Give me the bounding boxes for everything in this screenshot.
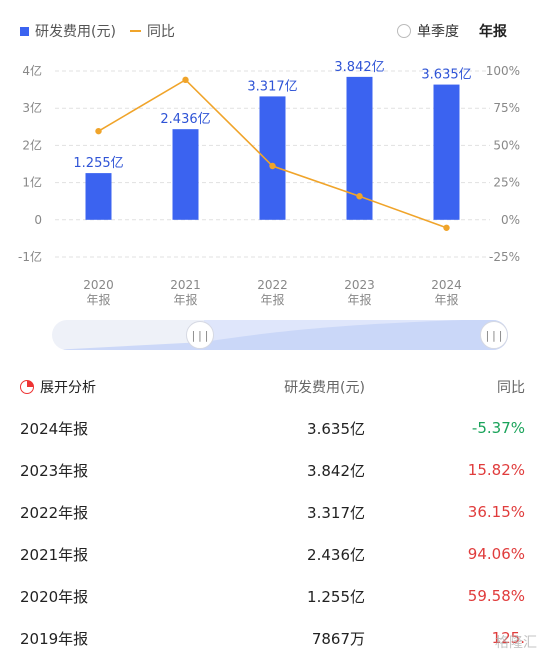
slider-preview bbox=[52, 320, 508, 350]
left-tick-label: 3亿 bbox=[22, 100, 42, 115]
row-year: 2024年报 bbox=[20, 419, 89, 438]
chart-legend: 研发费用(元) 同比 bbox=[20, 20, 175, 42]
table-header: 展开分析 研发费用(元) 同比 bbox=[20, 374, 525, 400]
slider-right-handle[interactable]: ||| bbox=[480, 321, 508, 349]
table-row[interactable]: 2019年报 7867万 125. bbox=[20, 618, 525, 658]
x-tick-period: 年报 bbox=[434, 292, 458, 307]
row-yoy: 15.82% bbox=[467, 461, 525, 479]
x-tick-period: 年报 bbox=[347, 292, 371, 307]
left-tick-label: -1亿 bbox=[18, 249, 42, 264]
right-tick-label: 100% bbox=[486, 64, 520, 78]
col-header-yoy: 同比 bbox=[497, 380, 525, 396]
row-value: 3.317亿 bbox=[307, 503, 365, 522]
pie-chart-icon bbox=[20, 380, 34, 394]
rd-expense-chart: 4亿 100% 3亿 75% 2亿 50% 1亿 25% 0 0% -1亿 -25% 1.255亿 2.… bbox=[18, 60, 520, 307]
row-yoy: 59.58% bbox=[467, 587, 525, 605]
x-tick-period: 年报 bbox=[86, 292, 110, 307]
left-tick-label: 1亿 bbox=[22, 175, 42, 190]
quarter-option[interactable]: 单季度 bbox=[417, 24, 459, 40]
bar-legend-swatch bbox=[20, 26, 29, 36]
row-year: 2023年报 bbox=[20, 461, 89, 480]
row-year: 2021年报 bbox=[20, 545, 89, 564]
bar-value-label: 2.436亿 bbox=[160, 112, 210, 127]
period-toggle: 单季度 年报 bbox=[397, 20, 507, 42]
x-tick-year: 2020 bbox=[83, 278, 114, 292]
right-tick-label: 25% bbox=[493, 176, 520, 190]
x-tick-period: 年报 bbox=[173, 292, 197, 307]
line-legend-swatch bbox=[129, 30, 141, 32]
bar bbox=[172, 129, 199, 220]
x-tick-period: 年报 bbox=[260, 292, 284, 307]
slider-track[interactable] bbox=[52, 320, 508, 350]
yoy-point bbox=[356, 193, 363, 200]
yoy-point bbox=[95, 127, 102, 135]
bar-legend-label: 研发费用(元) bbox=[35, 24, 116, 40]
row-value: 3.635亿 bbox=[307, 419, 365, 438]
col-header-value: 研发费用(元) bbox=[284, 380, 365, 396]
bar-value-label: 3.635亿 bbox=[421, 68, 471, 83]
right-tick-label: 75% bbox=[493, 101, 520, 115]
yoy-point bbox=[182, 76, 189, 84]
bar bbox=[433, 84, 460, 220]
range-slider[interactable]: ||| ||| bbox=[52, 320, 508, 350]
table-row[interactable]: 2022年报 3.317亿 36.15% bbox=[20, 492, 525, 532]
watermark: 格隆汇 bbox=[495, 632, 537, 652]
row-yoy: 94.06% bbox=[467, 545, 525, 563]
right-tick-label: 50% bbox=[493, 138, 520, 152]
table-row[interactable]: 2024年报 3.635亿 -5.37% bbox=[20, 408, 525, 448]
bar bbox=[85, 173, 112, 220]
left-tick-label: 4亿 bbox=[22, 63, 42, 78]
row-yoy: -5.37% bbox=[471, 419, 525, 437]
left-tick-label: 2亿 bbox=[22, 137, 42, 152]
row-value: 2.436亿 bbox=[307, 545, 365, 564]
row-year: 2019年报 bbox=[20, 629, 89, 648]
left-tick-label: 0 bbox=[34, 213, 42, 227]
bar-value-label: 3.842亿 bbox=[334, 60, 384, 75]
row-year: 2022年报 bbox=[20, 503, 89, 522]
quarter-radio-icon[interactable] bbox=[397, 24, 411, 38]
table-row[interactable]: 2020年报 1.255亿 59.58% bbox=[20, 576, 525, 616]
row-value: 1.255亿 bbox=[307, 587, 365, 606]
row-yoy: 36.15% bbox=[467, 503, 525, 521]
right-tick-label: -25% bbox=[489, 250, 520, 264]
expand-analysis-title[interactable]: 展开分析 bbox=[40, 380, 96, 396]
annual-option[interactable]: 年报 bbox=[479, 24, 507, 40]
right-tick-label: 0% bbox=[501, 213, 520, 227]
x-tick-year: 2021 bbox=[170, 278, 201, 292]
x-tick-year: 2024 bbox=[431, 278, 462, 292]
table-row[interactable]: 2023年报 3.842亿 15.82% bbox=[20, 450, 525, 490]
slider-left-handle[interactable]: ||| bbox=[186, 321, 214, 349]
yoy-point bbox=[269, 162, 276, 170]
watermark-text: 格隆汇 bbox=[495, 635, 537, 651]
row-yoy: 125. bbox=[491, 629, 525, 647]
x-tick-year: 2022 bbox=[257, 278, 288, 292]
row-value: 3.842亿 bbox=[307, 461, 365, 480]
x-tick-year: 2023 bbox=[344, 278, 375, 292]
row-year: 2020年报 bbox=[20, 587, 89, 606]
yoy-point bbox=[443, 224, 450, 231]
bar-value-label: 1.255亿 bbox=[73, 156, 123, 171]
line-legend-label: 同比 bbox=[146, 24, 175, 40]
row-value: 7867万 bbox=[311, 629, 365, 648]
table-row[interactable]: 2021年报 2.436亿 94.06% bbox=[20, 534, 525, 574]
bar-value-label: 3.317亿 bbox=[247, 79, 297, 94]
